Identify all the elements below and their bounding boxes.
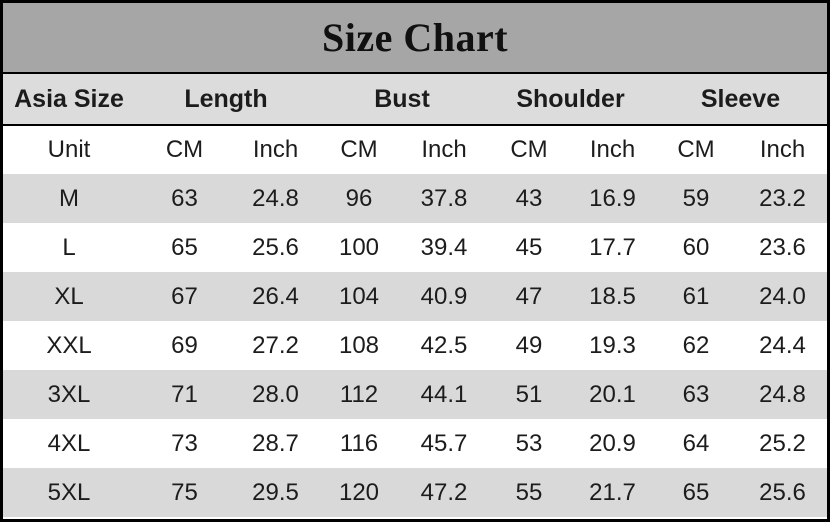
table-row-3xl: 3XL 71 28.0 112 44.1 51 20.1 63 24.8 xyxy=(3,370,827,419)
measurement-cell: 27.2 xyxy=(252,331,299,359)
table-header: Asia Size Length Bust Shoulder Sleeve xyxy=(3,74,827,126)
measurement-cell: 28.0 xyxy=(252,380,299,408)
table-row-xxl: XXL 69 27.2 108 42.5 49 19.3 62 24.4 xyxy=(3,321,827,370)
measurement-cell: 73 xyxy=(171,429,198,457)
column-group-header-sleeve: Sleeve xyxy=(654,74,827,126)
measurement-cell: 64 xyxy=(682,429,710,457)
measurement-cell: 59 xyxy=(682,184,710,212)
size-chart-table: Asia Size Length Bust Shoulder Sleeve Un… xyxy=(3,74,827,517)
measurement-cell: 19.3 xyxy=(589,331,636,359)
measurement-cell: 24.4 xyxy=(759,331,806,359)
table-row-l: L 65 25.6 100 39.4 45 17.7 60 23.6 xyxy=(3,223,827,272)
measurement-cell: 61 xyxy=(682,282,710,310)
unit-cell: Inch xyxy=(759,136,806,163)
unit-row: Unit CM Inch CM Inch CM Inch CM Inch xyxy=(3,125,827,174)
measurement-cell: 25.2 xyxy=(759,429,806,457)
unit-row-label: Unit xyxy=(47,136,91,163)
measurement-cell: 45.7 xyxy=(420,429,468,457)
measurement-cell: 17.7 xyxy=(589,233,636,261)
unit-cell: Inch xyxy=(252,136,299,163)
measurement-cell: 25.6 xyxy=(759,478,806,506)
measurement-cell: 63 xyxy=(171,184,198,212)
unit-cell: CM xyxy=(510,136,548,163)
unit-cell: Inch xyxy=(421,136,467,163)
measurement-cell: 28.7 xyxy=(252,429,299,457)
measurement-cell: 63 xyxy=(682,380,710,408)
measurement-cell: 40.9 xyxy=(420,282,468,310)
measurement-cell: 26.4 xyxy=(252,282,299,310)
measurement-cell: 108 xyxy=(338,331,380,359)
unit-cell: Inch xyxy=(589,136,636,163)
table-row-m: M 63 24.8 96 37.8 43 16.9 59 23.2 xyxy=(3,174,827,223)
measurement-cell: 29.5 xyxy=(252,478,299,506)
unit-cell: CM xyxy=(340,136,378,163)
measurement-cell: 69 xyxy=(171,331,198,359)
measurement-cell: 25.6 xyxy=(252,233,299,261)
measurement-cell: 67 xyxy=(171,282,198,310)
group-header-row: Asia Size Length Bust Shoulder Sleeve xyxy=(3,74,827,126)
unit-cell: CM xyxy=(677,136,715,163)
measurement-cell: 24.0 xyxy=(759,282,806,310)
column-group-header-length: Length xyxy=(135,74,318,126)
size-row-label: 5XL xyxy=(47,478,91,506)
measurement-cell: 16.9 xyxy=(589,184,636,212)
measurement-cell: 47.2 xyxy=(420,478,468,506)
table-row-4xl: 4XL 73 28.7 116 45.7 53 20.9 64 25.2 xyxy=(3,419,827,468)
size-row-label: XXL xyxy=(46,331,92,359)
unit-cell: CM xyxy=(165,136,204,163)
measurement-cell: 20.9 xyxy=(589,429,636,457)
measurement-cell: 42.5 xyxy=(420,331,468,359)
measurement-cell: 62 xyxy=(682,331,710,359)
measurement-cell: 44.1 xyxy=(420,380,468,408)
measurement-cell: 55 xyxy=(515,478,543,506)
measurement-cell: 39.4 xyxy=(420,233,468,261)
measurement-cell: 71 xyxy=(171,380,198,408)
table-row-xl: XL 67 26.4 104 40.9 47 18.5 61 24.0 xyxy=(3,272,827,321)
measurement-cell: 60 xyxy=(682,233,710,261)
measurement-cell: 65 xyxy=(171,233,198,261)
table-row-5xl: 5XL 75 29.5 120 47.2 55 21.7 65 25.6 xyxy=(3,468,827,517)
measurement-cell: 23.2 xyxy=(759,184,806,212)
measurement-cell: 43 xyxy=(515,184,543,212)
column-group-header-bust: Bust xyxy=(317,74,488,126)
measurement-cell: 104 xyxy=(338,282,380,310)
measurement-cell: 21.7 xyxy=(589,478,636,506)
measurement-cell: 47 xyxy=(515,282,543,310)
measurement-cell: 24.8 xyxy=(759,380,806,408)
measurement-cell: 120 xyxy=(338,478,380,506)
measurement-cell: 53 xyxy=(515,429,543,457)
column-group-header-asia-size: Asia Size xyxy=(3,74,135,126)
measurement-cell: 20.1 xyxy=(589,380,636,408)
measurement-cell: 45 xyxy=(515,233,543,261)
size-row-label: M xyxy=(59,184,79,212)
size-row-label: 4XL xyxy=(47,429,91,457)
size-row-label: XL xyxy=(54,282,84,310)
measurement-cell: 51 xyxy=(515,380,543,408)
measurement-cell: 96 xyxy=(345,184,373,212)
measurement-cell: 24.8 xyxy=(252,184,299,212)
measurement-cell: 37.8 xyxy=(420,184,468,212)
column-group-header-shoulder: Shoulder xyxy=(487,74,655,126)
measurement-cell: 75 xyxy=(171,478,198,506)
measurement-cell: 23.6 xyxy=(759,233,806,261)
measurement-cell: 116 xyxy=(339,429,379,457)
size-row-label: L xyxy=(62,233,76,261)
measurement-cell: 112 xyxy=(339,380,379,408)
table-body: Unit CM Inch CM Inch CM Inch CM Inch M 6… xyxy=(3,125,827,517)
measurement-cell: 49 xyxy=(515,331,543,359)
measurement-cell: 65 xyxy=(682,478,710,506)
page-title: Size Chart xyxy=(3,3,827,74)
size-row-label: 3XL xyxy=(47,380,91,408)
measurement-cell: 18.5 xyxy=(589,282,636,310)
measurement-cell: 100 xyxy=(338,233,380,261)
